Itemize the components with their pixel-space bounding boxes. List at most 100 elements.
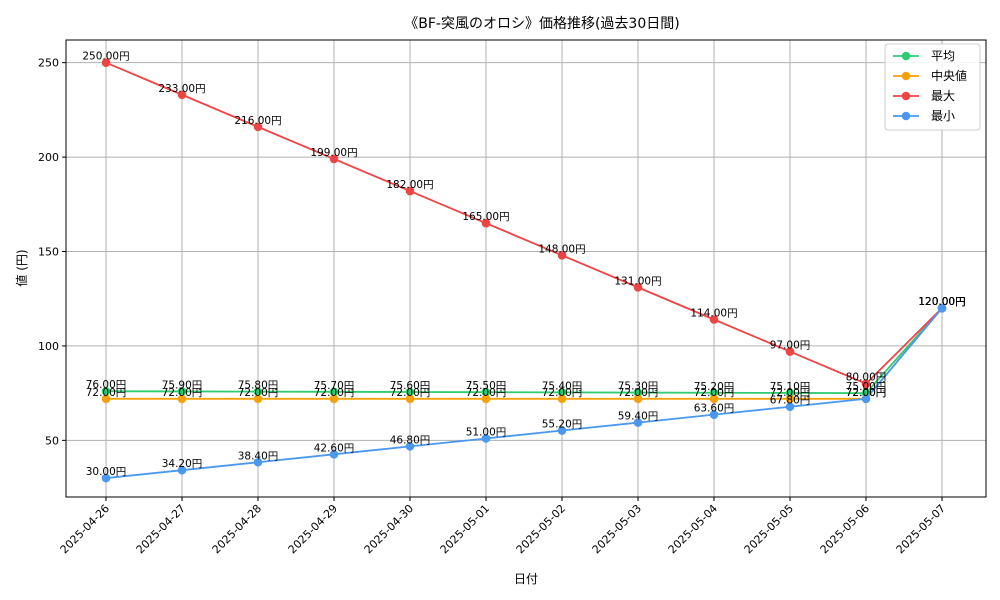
data-point [861,394,871,404]
data-label: 72.00円 [466,387,507,399]
data-label: 75.90円 [162,379,203,391]
data-point [481,387,491,397]
y-tick-label: 200 [38,151,59,164]
data-label: 120.00円 [918,296,965,308]
data-label: 72.00円 [314,387,355,399]
data-label: 120.00円 [918,296,965,308]
legend-swatch-marker [901,111,911,121]
data-label: 182.00円 [386,179,433,191]
data-point [329,387,339,397]
data-label: 72.00円 [238,387,279,399]
data-point [709,388,719,398]
grid [66,40,986,497]
y-tick-label: 50 [45,434,59,447]
data-label: 97.00円 [770,340,811,352]
data-label: 131.00円 [614,275,661,287]
data-label: 114.00円 [690,307,737,319]
x-tick-label: 2025-05-04 [666,502,720,556]
data-point [481,394,491,404]
data-label: 75.20円 [694,381,735,393]
legend-swatch-marker [901,91,911,101]
legend-swatch-marker [901,71,911,81]
data-label: 30.00円 [86,466,127,478]
x-tick-label: 2025-05-02 [514,502,568,556]
x-tick-label: 2025-05-03 [590,502,644,556]
data-point [633,394,643,404]
data-label: 80.00円 [846,372,887,384]
data-label: 75.50円 [466,380,507,392]
legend-label: 平均 [931,49,955,63]
data-label: 63.60円 [694,403,735,415]
x-tick-label: 2025-05-07 [894,502,948,556]
data-point [253,457,263,467]
data-label: 75.30円 [618,381,659,393]
data-label: 72.00円 [694,387,735,399]
x-tick-label: 2025-04-26 [58,502,112,556]
data-label: 75.40円 [542,380,583,392]
data-point [253,122,263,132]
data-point [633,388,643,397]
series-line [105,307,943,395]
legend-swatch-marker [901,51,911,61]
data-point [785,394,795,404]
data-point [177,465,187,475]
data-point [101,58,111,67]
data-label: 72.00円 [542,387,583,399]
x-tick-label: 2025-04-30 [362,502,416,556]
data-label: 67.80円 [770,395,811,407]
data-point [329,450,339,459]
data-point [405,186,415,196]
legend-label: 中央値 [931,68,967,83]
data-label: 72.00円 [618,387,659,399]
x-tick-label: 2025-04-29 [286,502,340,556]
series-lines [101,58,947,483]
data-point [405,394,415,404]
y-tick-label: 100 [38,340,59,353]
y-axis-title: 値 (円) [14,249,29,286]
plot-frame [65,39,987,498]
data-point [937,303,947,313]
data-label: 38.40円 [238,450,279,462]
data-point [557,426,567,435]
data-label: 216.00円 [234,115,281,127]
y-axis: 50 100 150 200 250 [38,57,66,447]
data-label: 75.70円 [314,380,355,392]
chart-title: 《BF-突風のオロシ》価格推移(過去30日間) [404,16,679,32]
data-point [557,250,567,260]
data-label: 59.40円 [618,411,659,423]
data-label: 34.20円 [162,458,203,470]
series-line [105,61,943,385]
data-label: 75.00円 [846,381,887,393]
data-point [861,379,871,388]
y-tick-label: 250 [38,57,59,70]
data-point [709,410,719,419]
data-label: 75.80円 [238,380,279,392]
data-label: 72.00円 [846,387,887,399]
x-axis: 2025-04-26 2025-04-27 2025-04-28 2025-04-29… [58,497,948,556]
data-label: 75.60円 [390,380,431,392]
legend-label: 最小 [931,109,955,123]
data-point [557,388,567,397]
x-tick-label: 2025-05-06 [818,502,872,556]
data-point [405,442,415,451]
data-label: 148.00円 [538,243,585,255]
x-tick-label: 2025-05-05 [742,502,796,556]
x-axis-title: 日付 [514,572,538,586]
data-point [329,154,339,164]
data-label: 42.60円 [314,442,355,454]
data-point [785,402,795,412]
y-tick-label: 150 [38,246,59,259]
data-point [101,386,111,396]
data-label: 120.00円 [918,296,965,308]
data-label: 72.00円 [390,387,431,399]
legend-box [884,43,981,131]
data-point [177,90,187,100]
data-label: 120.00円 [918,296,965,308]
series-line [106,307,943,400]
data-point [177,394,187,404]
data-point [633,418,643,427]
data-point [101,473,111,483]
